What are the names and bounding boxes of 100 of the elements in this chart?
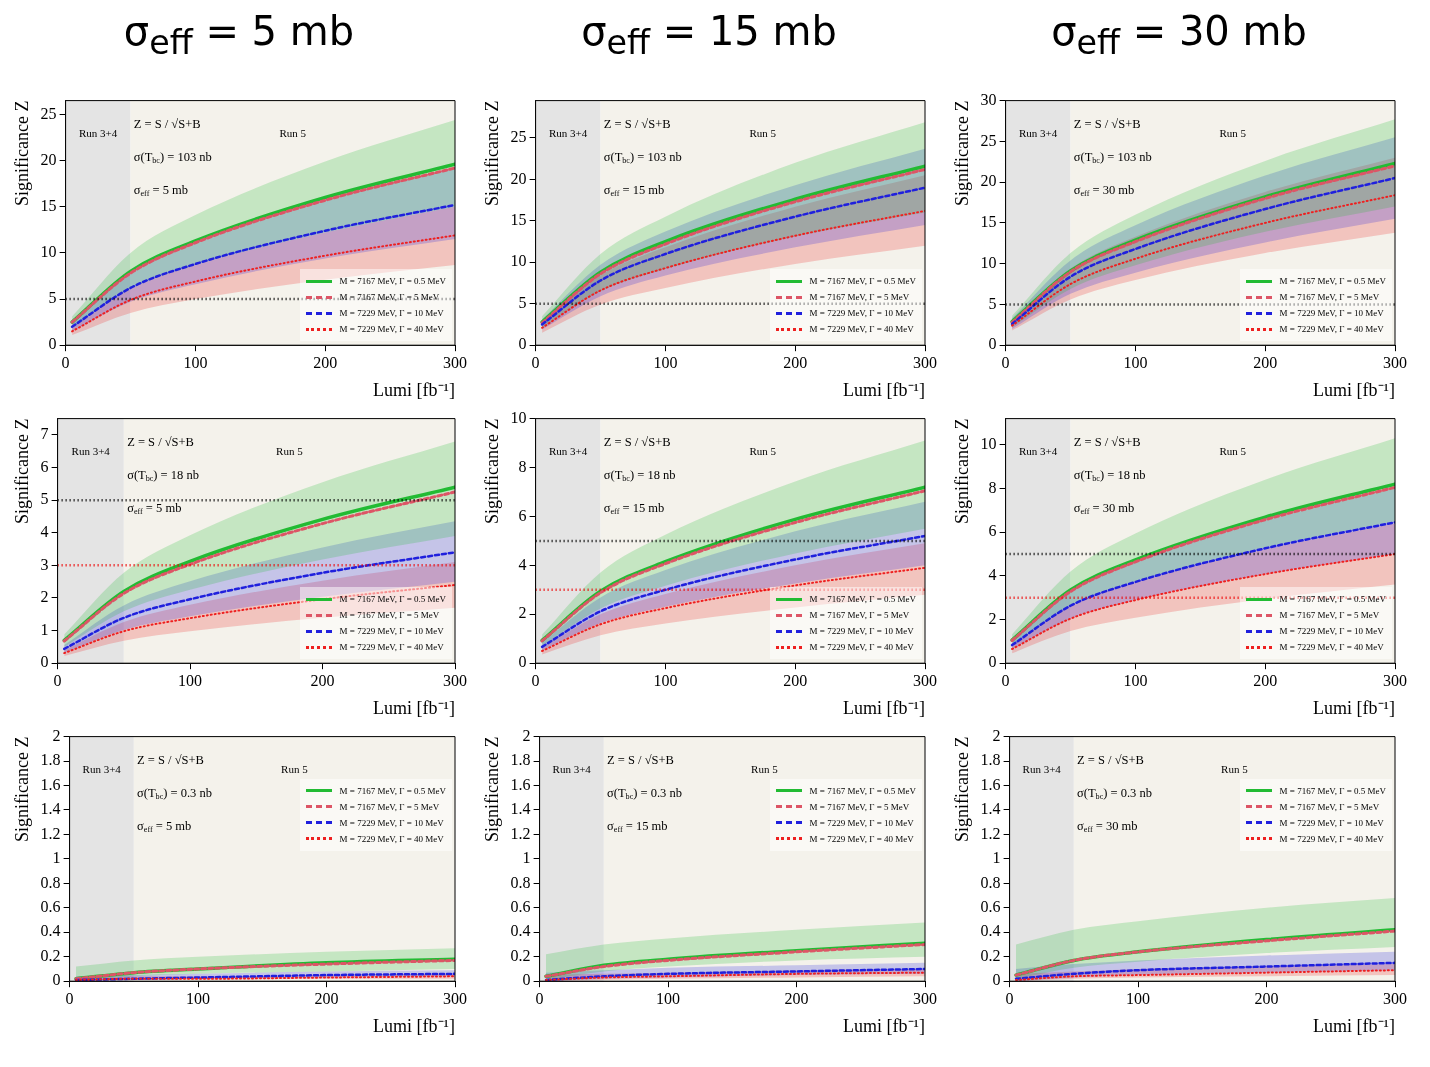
y-tick-label: 1 [40, 620, 49, 638]
y-tick-label: 6 [518, 506, 527, 524]
y-tick-label: 1.8 [40, 751, 61, 769]
y-tick-label: 30 [980, 90, 997, 108]
legend-label: M = 7167 MeV, Γ = 5 MeV [1279, 801, 1380, 812]
x-tick-label: 100 [186, 990, 211, 1007]
x-tick-label: 100 [1123, 354, 1148, 371]
legend-label: M = 7167 MeV, Γ = 5 MeV [809, 610, 910, 621]
legend-label: M = 7229 MeV, Γ = 10 MeV [339, 308, 444, 319]
y-tick-label: 20 [40, 150, 57, 168]
y-tick-label: 25 [510, 128, 527, 146]
annotation: Z = S / √S+B [133, 116, 201, 131]
y-tick-label: 1 [522, 849, 531, 867]
y-tick-label: 0.2 [40, 946, 61, 964]
y-tick-label: 10 [40, 243, 57, 261]
y-tick-label: 1.2 [980, 824, 1001, 842]
x-tick-label: 300 [913, 354, 937, 371]
y-tick-label: 10 [980, 435, 997, 453]
x-tick-label: 300 [913, 990, 937, 1007]
y-tick-label: 5 [988, 294, 997, 312]
y-tick-label: 6 [988, 522, 997, 540]
y-tick-label: 5 [518, 293, 527, 311]
y-tick-label: 0.2 [510, 946, 531, 964]
legend-label: M = 7229 MeV, Γ = 40 MeV [809, 324, 914, 335]
band-label: Run 5 [1221, 763, 1249, 776]
y-tick-label: 2 [40, 588, 49, 606]
x-tick-label: 300 [443, 354, 467, 371]
x-tick-label: 200 [313, 354, 338, 371]
x-axis-title: Lumi [fb⁻¹] [373, 697, 455, 718]
y-tick-label: 15 [510, 211, 527, 229]
y-tick-label: 10 [510, 252, 527, 270]
y-tick-label: 0 [52, 971, 61, 989]
y-tick-label: 15 [40, 196, 57, 214]
y-tick-label: 0 [48, 335, 57, 353]
x-tick-label: 300 [443, 990, 467, 1007]
legend-label: M = 7229 MeV, Γ = 10 MeV [1279, 626, 1384, 637]
x-tick-label: 300 [443, 672, 467, 689]
x-tick-label: 200 [784, 990, 809, 1007]
y-tick-label: 0.8 [510, 873, 531, 891]
legend-label: M = 7229 MeV, Γ = 40 MeV [1279, 833, 1384, 844]
y-tick-label: 5 [40, 490, 49, 508]
legend-label: M = 7167 MeV, Γ = 5 MeV [809, 292, 910, 303]
band-label: Run 3+4 [548, 127, 588, 140]
y-tick-label: 0.6 [40, 898, 61, 916]
y-axis-title: Significance Z [11, 736, 32, 843]
y-tick-label: 10 [980, 253, 997, 271]
y-tick-label: 20 [510, 169, 527, 187]
y-tick-label: 1.6 [40, 775, 61, 793]
legend-label: M = 7229 MeV, Γ = 40 MeV [1279, 324, 1384, 335]
band-label: Run 5 [749, 127, 777, 140]
legend-label: M = 7167 MeV, Γ = 5 MeV [1279, 610, 1380, 621]
legend-label: M = 7229 MeV, Γ = 10 MeV [339, 817, 444, 828]
x-axis-title: Lumi [fb⁻¹] [843, 379, 925, 400]
band-label: Run 3+4 [552, 763, 592, 776]
x-axis-title: Lumi [fb⁻¹] [843, 697, 925, 718]
y-tick-label: 4 [988, 566, 997, 584]
x-tick-label: 100 [183, 354, 208, 371]
y-tick-label: 1.2 [40, 824, 61, 842]
y-tick-label: 4 [518, 555, 527, 573]
y-tick-label: 0.2 [980, 946, 1001, 964]
legend-label: M = 7229 MeV, Γ = 40 MeV [339, 324, 444, 335]
y-tick-label: 0 [988, 335, 997, 353]
y-axis-title: Significance Z [481, 100, 502, 207]
annotation: Z = S / √S+B [607, 752, 674, 767]
y-tick-label: 2 [988, 609, 997, 627]
y-axis-title: Significance Z [11, 100, 32, 207]
y-tick-label: 1.4 [40, 800, 61, 818]
legend-label: M = 7167 MeV, Γ = 0.5 MeV [809, 785, 916, 796]
legend-label: M = 7229 MeV, Γ = 40 MeV [339, 642, 444, 653]
y-axis-title: Significance Z [951, 736, 972, 843]
x-tick-label: 300 [1383, 672, 1407, 689]
y-tick-label: 3 [40, 555, 49, 573]
legend-label: M = 7229 MeV, Γ = 10 MeV [809, 817, 914, 828]
band-label: Run 3+4 [71, 445, 111, 458]
x-tick-label: 100 [653, 354, 678, 371]
x-tick-label: 200 [783, 354, 808, 371]
x-axis-title: Lumi [fb⁻¹] [1313, 1015, 1395, 1036]
chart-title: σ$_{eff}$ = 15 mb [580, 8, 838, 64]
band-label: Run 3+4 [82, 763, 122, 776]
y-tick-label: 0.4 [980, 922, 1001, 940]
annotation: Z = S / √S+B [1077, 752, 1144, 767]
y-tick-label: 0.8 [40, 873, 61, 891]
legend-label: M = 7229 MeV, Γ = 10 MeV [809, 626, 914, 637]
band-label: Run 3+4 [1022, 763, 1062, 776]
x-tick-label: 200 [310, 672, 335, 689]
band-label: Run 5 [751, 763, 779, 776]
x-tick-label: 300 [913, 672, 937, 689]
y-tick-label: 7 [40, 425, 49, 443]
x-tick-label: 100 [653, 672, 678, 689]
legend-label: M = 7229 MeV, Γ = 10 MeV [809, 308, 914, 319]
legend-label: M = 7167 MeV, Γ = 0.5 MeV [339, 785, 446, 796]
legend-label: M = 7167 MeV, Γ = 5 MeV [339, 801, 440, 812]
y-axis-title: Significance Z [951, 418, 972, 525]
x-axis-title: Lumi [fb⁻¹] [843, 1015, 925, 1036]
x-tick-label: 100 [656, 990, 681, 1007]
y-tick-label: 1.4 [510, 800, 531, 818]
y-tick-label: 10 [510, 408, 527, 426]
y-tick-label: 2 [992, 726, 1001, 744]
legend-label: M = 7167 MeV, Γ = 5 MeV [339, 292, 440, 303]
y-tick-label: 1.8 [980, 751, 1001, 769]
